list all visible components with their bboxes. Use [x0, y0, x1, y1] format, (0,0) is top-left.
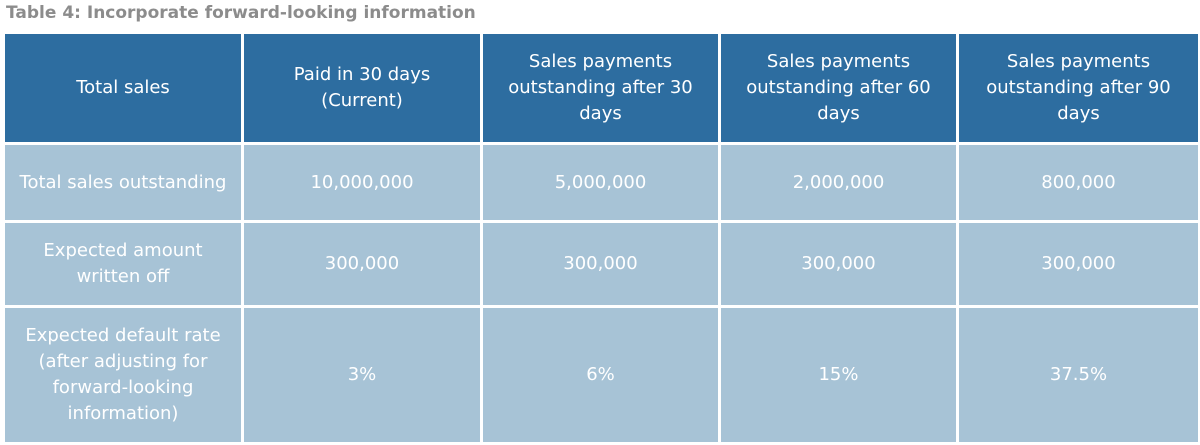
table-cell: 300,000 [959, 223, 1198, 308]
table-cell: 300,000 [483, 223, 721, 308]
header-total-sales: Total sales [5, 34, 244, 145]
table-cell: 800,000 [959, 145, 1198, 223]
table-cell: 300,000 [244, 223, 483, 308]
table-row: Expected amount written off 300,000 300,… [5, 223, 1198, 308]
table-cell: 37.5% [959, 308, 1198, 442]
table-cell: 3% [244, 308, 483, 442]
table-row: Total sales outstanding 10,000,000 5,000… [5, 145, 1198, 223]
table-cell: 10,000,000 [244, 145, 483, 223]
table-cell: 6% [483, 308, 721, 442]
table-cell: 5,000,000 [483, 145, 721, 223]
header-outstanding-90-days: Sales payments outstanding after 90 days [959, 34, 1198, 145]
row-label: Expected amount written off [5, 223, 244, 308]
table-row: Expected default rate (after adjusting f… [5, 308, 1198, 442]
table-cell: 300,000 [721, 223, 959, 308]
header-paid-30-days: Paid in 30 days (Current) [244, 34, 483, 145]
data-table: Total sales Paid in 30 days (Current) Sa… [5, 31, 1198, 442]
header-outstanding-60-days: Sales payments outstanding after 60 days [721, 34, 959, 145]
table-cell: 15% [721, 308, 959, 442]
row-label: Total sales outstanding [5, 145, 244, 223]
header-outstanding-30-days: Sales payments outstanding after 30 days [483, 34, 721, 145]
header-row: Total sales Paid in 30 days (Current) Sa… [5, 34, 1198, 145]
table-cell: 2,000,000 [721, 145, 959, 223]
table-title: Table 4: Incorporate forward-looking inf… [6, 3, 476, 23]
row-label: Expected default rate (after adjusting f… [5, 308, 244, 442]
